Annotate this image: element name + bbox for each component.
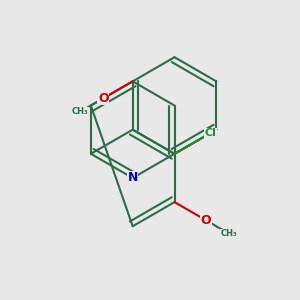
Text: CH₃: CH₃	[220, 229, 237, 238]
Text: CH₃: CH₃	[72, 107, 89, 116]
Text: O: O	[98, 92, 109, 105]
Text: Cl: Cl	[204, 128, 216, 138]
Text: O: O	[201, 214, 211, 227]
Text: N: N	[128, 172, 138, 184]
